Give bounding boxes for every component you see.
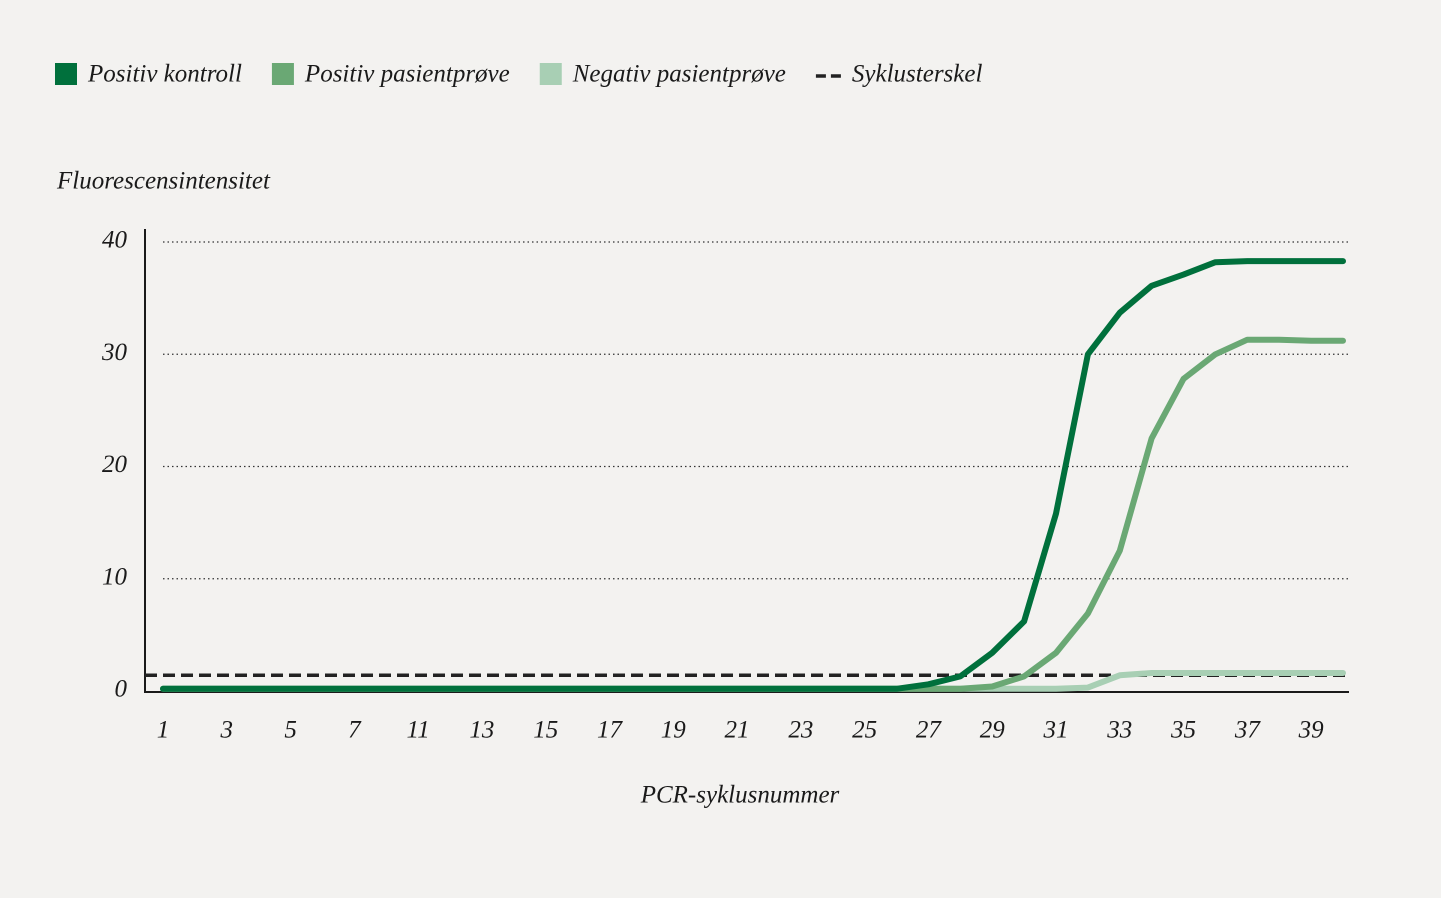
x-tick-label: 27 [916,717,943,744]
y-tick-label: 10 [102,563,128,590]
legend-swatch [271,63,294,85]
legend-label: Syklusterskel [852,61,983,88]
legend-swatch [55,63,77,85]
x-tick-label: 5 [284,717,297,744]
x-tick-label: 31 [1042,717,1068,744]
series-line [160,258,1346,692]
x-tick-label: 25 [852,717,877,744]
x-tick-label: 11 [407,717,430,744]
x-tick-label: 3 [220,717,234,744]
x-tick-label: 37 [1234,717,1262,744]
x-tick-label: 21 [725,717,750,744]
x-tick-label: 29 [980,717,1006,744]
legend-label: Positiv pasientprøve [304,61,510,88]
x-axis-title: PCR-syklusnummer [640,782,840,809]
legend-label: Negativ pasientprøve [572,61,786,88]
y-tick-label: 30 [101,339,128,366]
x-tick-label: 33 [1106,717,1132,744]
x-tick-label: 39 [1298,717,1325,744]
y-axis-title: Fluorescensintensitet [56,168,271,195]
x-tick-label: 35 [1170,717,1196,744]
legend-swatch [539,63,562,85]
y-tick-label: 0 [115,676,128,703]
legend-label: Positiv kontroll [87,61,242,88]
x-tick-label: 15 [533,717,558,744]
x-tick-label: 19 [661,717,687,744]
x-tick-label: 7 [348,717,362,744]
x-tick-label: 23 [788,717,813,744]
x-tick-label: 1 [157,717,170,744]
x-tick-label: 13 [469,717,494,744]
y-tick-label: 20 [102,451,128,478]
x-tick-label: 17 [597,717,624,744]
y-tick-label: 40 [102,227,128,254]
